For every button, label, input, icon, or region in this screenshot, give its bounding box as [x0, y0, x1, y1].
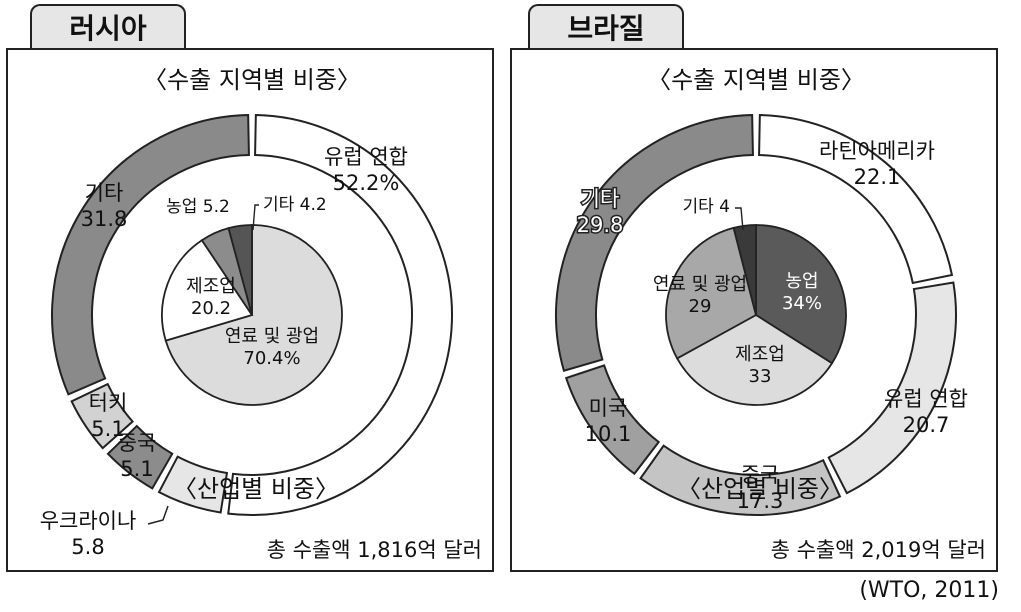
outer-value-중국: 5.1: [120, 457, 153, 481]
inner-label-제조업: 제조업: [186, 276, 236, 297]
outer-slice-중국: [639, 444, 842, 516]
brazil-panel: 〈수출 지역별 비중〉〈산업별 비중〉 라틴아메리카 22.1 유럽 연합 20.7 중국…: [510, 48, 998, 572]
outer-slice-기타: [555, 114, 754, 372]
outer-slice-유럽-연합: [827, 281, 957, 495]
outer-slice-유럽-연합: [227, 114, 453, 516]
outer-label-유럽-연합: 유럽 연합: [324, 145, 408, 169]
inner-label-농업: 농업 5.2: [166, 197, 230, 217]
outer-label-중국: 중국: [741, 463, 780, 487]
outer-slice-우크라이나: [157, 455, 229, 514]
inner-label-농업: 농업: [785, 271, 818, 292]
outer-value-유럽-연합: 20.7: [903, 413, 950, 437]
outer-slice-터키: [70, 382, 135, 450]
leader-line-우크라이나: [147, 505, 169, 525]
outer-label-기타: 기타: [85, 181, 124, 205]
russia-tab: 러시아: [30, 4, 186, 48]
outer-slice-라틴아메리카: [758, 114, 954, 285]
inner-slice-연료-및-광업: [665, 226, 758, 360]
outer-label-라틴아메리카: 라틴아메리카: [819, 139, 935, 163]
inner-value-연료-및-광업: 70.4%: [243, 348, 300, 369]
outer-label-미국: 미국: [589, 396, 628, 420]
outer-value-우크라이나: 5.8: [71, 535, 104, 559]
outer-value-기타: 31.8: [81, 207, 128, 231]
outer-label-우크라이나: 우크라이나: [40, 509, 137, 533]
outer-slice-기타: [51, 114, 250, 396]
inner-slice-제조업: [161, 238, 254, 342]
inner-chart-title: 〈산업별 비중〉: [173, 475, 339, 503]
inner-chart-title: 〈산업별 비중〉: [677, 475, 843, 503]
outer-slice-중국: [106, 424, 174, 490]
total-exports: 총 수출액 1,816억 달러: [267, 538, 482, 562]
outer-label-터키: 터키: [89, 391, 128, 415]
russia-panel: 〈수출 지역별 비중〉〈산업별 비중〉 유럽 연합 52.2% 우크라이나 5.8 중국 5…: [6, 48, 494, 572]
inner-label-제조업: 제조업: [735, 344, 785, 365]
outer-value-라틴아메리카: 22.1: [854, 165, 901, 189]
inner-value-제조업: 20.2: [191, 298, 231, 319]
inner-label-연료-및-광업: 연료 및 광업: [653, 274, 747, 295]
outer-value-유럽-연합: 52.2%: [333, 171, 400, 195]
inner-value-농업: 34%: [782, 293, 822, 314]
total-exports: 총 수출액 2,019억 달러: [771, 538, 986, 562]
outer-label-중국: 중국: [118, 431, 157, 455]
outer-value-중국: 17.3: [737, 489, 784, 513]
outer-value-터키: 5.1: [91, 417, 124, 441]
brazil-tab: 브라질: [528, 4, 684, 48]
inner-value-연료-및-광업: 29: [689, 296, 712, 317]
inner-label-기타: 기타 4: [683, 197, 731, 217]
inner-slice-기타: [227, 224, 253, 316]
outer-slice-미국: [564, 364, 661, 476]
inner-label-기타: 기타 4.2: [263, 195, 327, 215]
outer-value-기타: 29.8: [577, 213, 624, 237]
inner-slice-기타: [732, 224, 757, 316]
inner-label-연료-및-광업: 연료 및 광업: [225, 326, 319, 347]
outer-chart-title: 〈수출 지역별 비중〉: [647, 66, 865, 94]
inner-leader-기타: [252, 204, 259, 231]
source-note: (WTO, 2011): [859, 578, 999, 603]
outer-label-유럽-연합: 유럽 연합: [884, 387, 968, 411]
outer-chart-title: 〈수출 지역별 비중〉: [143, 66, 361, 94]
outer-value-미국: 10.1: [585, 422, 632, 446]
inner-value-제조업: 33: [749, 366, 772, 387]
inner-slice-연료-및-광업: [164, 224, 343, 406]
inner-leader-기타: [735, 207, 744, 231]
outer-label-기타: 기타: [581, 187, 620, 211]
